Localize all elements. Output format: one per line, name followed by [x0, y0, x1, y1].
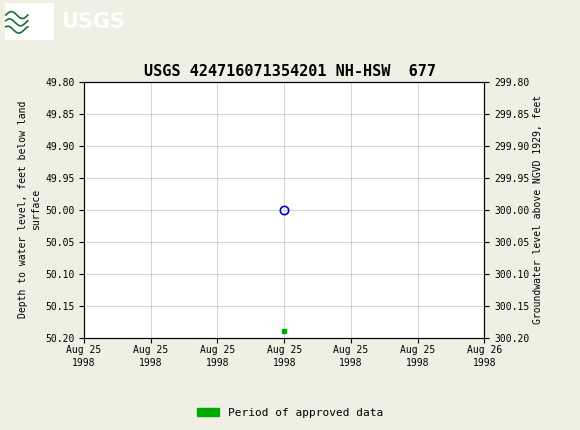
- FancyBboxPatch shape: [5, 3, 54, 40]
- Y-axis label: Depth to water level, feet below land
surface: Depth to water level, feet below land su…: [19, 101, 41, 318]
- Y-axis label: Groundwater level above NGVD 1929, feet: Groundwater level above NGVD 1929, feet: [534, 95, 543, 324]
- Text: USGS 424716071354201 NH-HSW  677: USGS 424716071354201 NH-HSW 677: [144, 64, 436, 80]
- Text: USGS: USGS: [61, 12, 125, 31]
- Legend: Period of approved data: Period of approved data: [193, 403, 387, 422]
